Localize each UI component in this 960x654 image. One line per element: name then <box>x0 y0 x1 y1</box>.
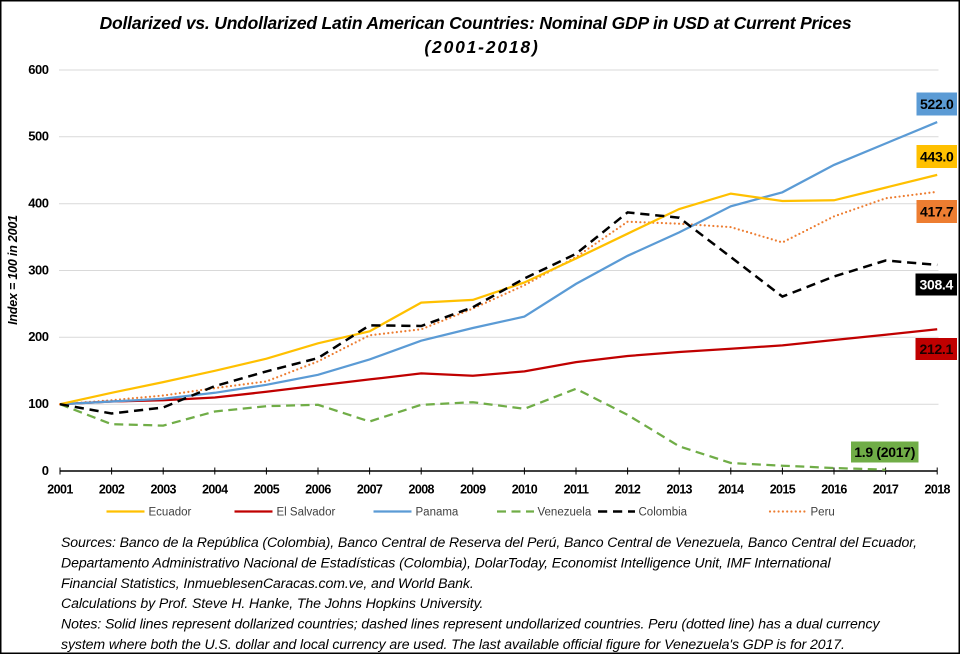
svg-text:Peru: Peru <box>811 507 835 519</box>
svg-text:1.9 (2017): 1.9 (2017) <box>854 444 915 460</box>
svg-text:2013: 2013 <box>666 483 692 497</box>
svg-text:600: 600 <box>28 62 48 77</box>
svg-text:2014: 2014 <box>718 483 744 497</box>
svg-text:2006: 2006 <box>305 483 331 497</box>
svg-text:522.0: 522.0 <box>920 96 954 112</box>
svg-text:2008: 2008 <box>408 483 434 497</box>
svg-text:Ecuador: Ecuador <box>149 507 192 519</box>
svg-text:2003: 2003 <box>150 483 176 497</box>
svg-text:0: 0 <box>42 463 49 478</box>
svg-text:Calculations by Prof. Steve H.: Calculations by Prof. Steve H. Hanke, Th… <box>61 595 483 611</box>
svg-text:200: 200 <box>28 329 48 344</box>
svg-text:(2001-2018): (2001-2018) <box>424 37 539 57</box>
svg-text:Dollarized vs. Undollarized La: Dollarized vs. Undollarized Latin Americ… <box>100 13 852 33</box>
svg-text:2018: 2018 <box>924 483 950 497</box>
svg-text:300: 300 <box>28 262 48 277</box>
svg-text:2011: 2011 <box>564 483 589 497</box>
svg-text:Index = 100 in 2001: Index = 100 in 2001 <box>6 215 20 325</box>
svg-text:2009: 2009 <box>460 483 486 497</box>
svg-text:443.0: 443.0 <box>920 149 954 165</box>
svg-text:2015: 2015 <box>770 483 796 497</box>
svg-text:2007: 2007 <box>357 483 383 497</box>
svg-text:Departamento Administrativo Na: Departamento Administrativo Nacional de … <box>61 554 831 570</box>
svg-text:2010: 2010 <box>512 483 538 497</box>
svg-text:100: 100 <box>28 396 48 411</box>
svg-text:2001: 2001 <box>47 483 73 497</box>
svg-text:400: 400 <box>28 196 48 211</box>
svg-text:308.4: 308.4 <box>919 277 953 293</box>
svg-text:2012: 2012 <box>615 483 641 497</box>
svg-text:Venezuela: Venezuela <box>538 507 592 519</box>
svg-text:2005: 2005 <box>254 483 280 497</box>
svg-text:Panama: Panama <box>416 507 459 519</box>
svg-text:system where both the U.S. dol: system where both the U.S. dollar and lo… <box>61 636 845 652</box>
svg-text:2016: 2016 <box>821 483 847 497</box>
svg-text:2002: 2002 <box>99 483 125 497</box>
svg-text:Financial Statistics, Inmueble: Financial Statistics, InmueblesenCaracas… <box>61 575 474 591</box>
svg-text:2004: 2004 <box>202 483 228 497</box>
svg-text:2017: 2017 <box>873 483 899 497</box>
svg-text:Sources: Banco de la República: Sources: Banco de la República (Colombia… <box>61 534 917 550</box>
svg-text:500: 500 <box>28 129 48 144</box>
svg-text:El Salvador: El Salvador <box>277 507 336 519</box>
svg-text:Notes: Solid lines represent d: Notes: Solid lines represent dollarized … <box>61 616 880 632</box>
svg-text:417.7: 417.7 <box>920 204 954 220</box>
svg-text:212.1: 212.1 <box>919 341 953 357</box>
svg-text:Colombia: Colombia <box>639 507 688 519</box>
